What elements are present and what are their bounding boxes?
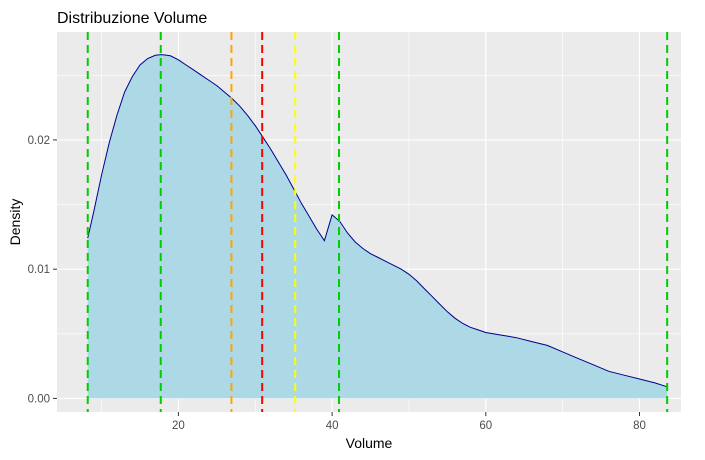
density-fill bbox=[87, 54, 668, 399]
x-tick-label: 60 bbox=[479, 420, 492, 432]
density-curve bbox=[87, 54, 668, 388]
density-area bbox=[87, 54, 668, 399]
reference-lines bbox=[86, 32, 669, 412]
x-axis-title: Volume bbox=[346, 435, 393, 451]
y-axis-title: Density bbox=[7, 199, 23, 246]
x-tick-label: 80 bbox=[633, 420, 646, 432]
x-tick-label: 40 bbox=[326, 420, 339, 432]
y-tick-label: 0.02 bbox=[28, 135, 50, 147]
chart-title: Distribuzione Volume bbox=[57, 10, 207, 27]
y-tick-label: 0.00 bbox=[28, 393, 50, 405]
x-tick-label: 20 bbox=[172, 420, 185, 432]
y-tick-label: 0.01 bbox=[28, 264, 50, 276]
axis-ticks: 20 40 60 80 0.00 0.01 0.02 bbox=[28, 135, 646, 432]
